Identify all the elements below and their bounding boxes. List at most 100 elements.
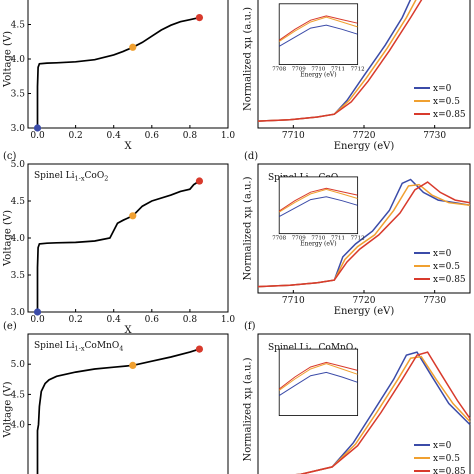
x-tick-label: 0.6 [145, 131, 160, 141]
inset-x-label: Energy (eV) [300, 241, 336, 248]
inset-spectrum-x085 [278, 15, 358, 41]
title-tail: CoO [85, 171, 105, 181]
marker-x0 [33, 308, 42, 316]
x-tick-label: 7720 [353, 131, 376, 141]
x-tick-label: 7730 [423, 296, 446, 306]
title-tail-sub: 2 [104, 175, 108, 183]
y-tick-label: 4.5 [11, 390, 26, 400]
y-tick-label: 5.0 [11, 160, 26, 170]
marker-x085 [195, 177, 204, 185]
inset-tick-label: 7708 [272, 67, 286, 73]
inset-tick-label: 7712 [351, 67, 365, 73]
inset-tick-label: 7708 [272, 236, 286, 242]
title-tail: CoMnO [319, 343, 354, 353]
inset: 7708 7709 7710 7711 7712 Energy (eV) [272, 3, 365, 79]
inset-frame [278, 348, 359, 416]
y-tick-label: 4.5 [11, 21, 26, 31]
marker-x085 [195, 14, 204, 22]
voltage-curve [36, 348, 200, 474]
x-tick-label: 0.8 [183, 131, 198, 141]
title-sub: 1-x [75, 345, 85, 353]
y-tick-label: 3.0 [11, 308, 26, 318]
xanes-panel: 7710 7720 7730 Energy (eV) Normalized xμ (a.… [243, 151, 471, 317]
legend-entry: x=0 [433, 441, 452, 451]
plot-frame [27, 333, 229, 474]
title-main: Spinel Li [34, 171, 75, 181]
y-tick-label: 5.0 [11, 360, 26, 370]
x-tick-label: 0.6 [145, 315, 160, 325]
inset-tick-label: 7710 [311, 67, 325, 73]
panel-label: (c) [3, 151, 17, 162]
marker-x0 [33, 124, 42, 132]
legend-entry: x=0.85 [433, 467, 466, 474]
x-axis-label: Energy (eV) [334, 306, 395, 317]
marker-x05 [129, 43, 137, 51]
marker-x05 [129, 361, 137, 370]
y-axis-label: Voltage (V) [3, 381, 14, 438]
legend-entry: x=0.5 [433, 262, 460, 272]
voltage-panel: 0.0 0.2 0.4 0.6 0.8 1.0 3.0 3.5 4.0 4.5 X Voltage (… [3, 0, 236, 152]
y-axis-label: Voltage (V) [3, 210, 14, 267]
inset [278, 348, 359, 416]
legend-entry: x=0.5 [433, 97, 460, 107]
voltage-curve [36, 180, 200, 312]
voltage-panel: 4.0 4.5 5.0 Voltage (V) (e) Spinel Li1-xCoMnO… [3, 321, 229, 474]
inset: 7708 7709 7710 7711 7712 Energy (eV) [272, 176, 365, 248]
panel-title: Spinel Li1-xCoMnO4 [34, 341, 123, 353]
title-tail: CoMnO [85, 341, 120, 351]
y-axis-label: Normalized xμ (a.u.) [243, 357, 254, 461]
y-axis-label: Normalized xμ (a.u.) [243, 176, 254, 280]
xanes-panel: Normalized xμ (a.u.)(f)Spinel Li1-xCoMnO… [243, 321, 471, 474]
y-tick-label: 4.0 [11, 55, 26, 65]
legend-entry: x=0.85 [433, 275, 466, 285]
inset-tick-label: 7709 [292, 236, 306, 242]
y-tick-label: 3.5 [11, 90, 26, 100]
inset-tick-label: 7712 [351, 236, 365, 242]
y-axis-label: Normalized xμ (a.u.) [243, 7, 254, 111]
x-axis-label: Energy (eV) [334, 141, 395, 152]
inset-spectrum-x05 [278, 188, 358, 213]
xanes-panel: 7710 7720 7730 Energy (eV) Normalized xμ (a.… [243, 0, 471, 152]
y-tick-label: 4.0 [11, 234, 26, 244]
inset-frame [278, 176, 359, 235]
y-tick-label: 3.5 [11, 271, 26, 281]
x-tick-label: 7720 [353, 296, 376, 306]
spectrum-x085 [257, 181, 471, 288]
x-tick-label: 0.0 [30, 315, 45, 325]
voltage-curve [36, 16, 200, 128]
inset-x-label: Energy (eV) [300, 72, 336, 79]
inset-spectrum-x0 [278, 196, 358, 218]
inset-spectrum-x0 [278, 24, 358, 47]
x-tick-label: 1.0 [221, 131, 236, 141]
panel-title: Spinel Li1-xCoO2 [34, 171, 108, 183]
inset-spectrum-x085 [278, 361, 358, 390]
x-tick-label: 0.4 [107, 131, 122, 141]
legend-entry: x=0 [433, 84, 452, 94]
inset-frame [278, 3, 359, 65]
y-tick-label: 4.5 [11, 197, 26, 207]
x-tick-label: 1.0 [221, 315, 236, 325]
x-tick-label: 0.2 [68, 131, 82, 141]
x-axis-label: X [124, 141, 132, 152]
title-sub: 1-x [75, 175, 85, 183]
x-tick-label: 0.0 [30, 131, 45, 141]
y-tick-label: 4.0 [11, 421, 26, 431]
inset-spectrum-x085 [278, 187, 358, 212]
legend: x=0 x=0.5 x=0.85 [414, 249, 466, 285]
x-tick-label: 0.2 [68, 315, 82, 325]
panel-label: (d) [244, 151, 258, 162]
x-tick-label: 0.4 [107, 315, 122, 325]
y-axis-label: Voltage (V) [3, 31, 14, 88]
legend-entry: x=0.85 [433, 110, 466, 120]
title-main: Spinel Li [34, 341, 75, 351]
x-axis-label: X [124, 325, 132, 336]
x-tick-label: 0.8 [183, 315, 198, 325]
title-tail-sub: 4 [119, 345, 123, 353]
panel-label: (f) [244, 321, 256, 332]
legend-entry: x=0 [433, 249, 452, 259]
inset-tick-label: 7711 [331, 236, 345, 242]
marker-x05 [129, 212, 137, 220]
panel-label: (e) [3, 321, 17, 332]
inset-tick-label: 7709 [292, 67, 306, 73]
